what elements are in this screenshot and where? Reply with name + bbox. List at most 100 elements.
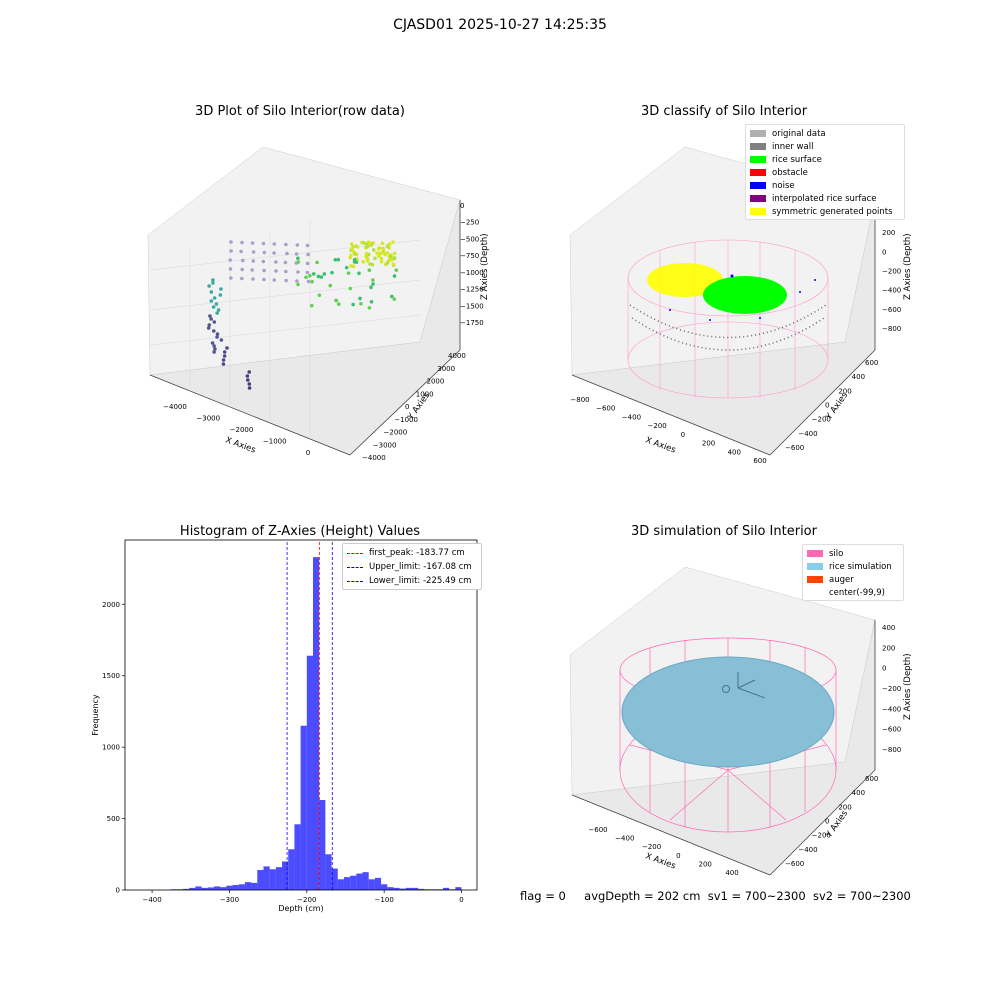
raw-point bbox=[392, 274, 397, 278]
raw-point bbox=[250, 241, 255, 245]
raw-yticks-label: −2000 bbox=[384, 429, 408, 437]
sim-yticks-label: −200 bbox=[812, 832, 831, 840]
histogram-bar bbox=[405, 887, 413, 890]
legend-swatch bbox=[750, 156, 766, 163]
raw-point bbox=[284, 269, 288, 274]
raw-point bbox=[228, 258, 233, 262]
histogram-bar bbox=[220, 887, 227, 890]
raw-x-label: X Axies bbox=[224, 435, 257, 455]
raw-axes-panes bbox=[147, 146, 461, 456]
legend-swatch bbox=[750, 130, 766, 137]
raw-point bbox=[250, 268, 254, 272]
raw-point bbox=[239, 249, 243, 254]
legend-label: Lower_limit: -225.49 cm bbox=[369, 576, 472, 586]
cls-yticks-label: −400 bbox=[798, 430, 817, 438]
legend-label: symmetric generated points bbox=[772, 206, 893, 217]
raw-point bbox=[392, 297, 397, 301]
simulation-legend: silo rice simulation auger center(-99,9) bbox=[802, 544, 904, 601]
raw-point bbox=[361, 259, 366, 264]
classify-z-label: Z Axies (Depth) bbox=[903, 233, 913, 300]
legend-entry: symmetric generated points bbox=[750, 205, 900, 218]
sim-zticks-label: 200 bbox=[882, 644, 895, 652]
raw-point bbox=[219, 338, 224, 342]
raw-point bbox=[305, 261, 310, 266]
raw-y-ticks: 4000 3000 2000 1000 0 −1000 −2000 −3000 −4000 bbox=[362, 352, 466, 462]
histogram-bar bbox=[232, 885, 239, 890]
sim-xticks-label: 400 bbox=[725, 869, 738, 877]
histogram-bar bbox=[455, 887, 462, 890]
sim-yticks-label: 0 bbox=[825, 818, 829, 826]
legend-entry: rice surface bbox=[750, 153, 900, 166]
raw-point bbox=[385, 244, 390, 249]
raw-point bbox=[215, 311, 219, 315]
histogram-bar bbox=[207, 887, 214, 890]
cls-yticks-label: 0 bbox=[825, 402, 829, 410]
legend-label: first_peak: -183.77 cm bbox=[369, 548, 465, 558]
raw-point bbox=[222, 354, 227, 358]
raw-point bbox=[367, 306, 372, 310]
cls-yticks-label: −200 bbox=[812, 416, 831, 424]
raw-point bbox=[349, 264, 353, 268]
histogram-bar bbox=[399, 888, 406, 890]
raw-zticks-label: −1000 bbox=[460, 269, 484, 277]
legend-entry: center(-99,9) bbox=[807, 586, 899, 599]
legend-label: Upper_limit: -167.08 cm bbox=[369, 562, 472, 572]
raw-point bbox=[221, 362, 226, 366]
raw-zticks-label: 0 bbox=[460, 202, 464, 210]
raw-point bbox=[251, 259, 256, 263]
raw-point bbox=[296, 256, 300, 261]
raw-point bbox=[212, 350, 216, 354]
raw-point bbox=[371, 248, 376, 252]
classify-noise-points bbox=[669, 274, 816, 321]
raw-xticks-label: 0 bbox=[306, 449, 310, 457]
raw-point bbox=[240, 258, 245, 263]
cls-zticks-label: 0 bbox=[882, 248, 886, 256]
raw-yticks-label: 4000 bbox=[448, 352, 466, 360]
raw-yticks-label: 2000 bbox=[427, 378, 445, 386]
histogram-legend-entry: first_peak: -183.77 cm bbox=[347, 546, 477, 560]
raw-point bbox=[315, 260, 319, 265]
status-footer: flag = 0 avgDepth = 202 cm sv1 = 700~230… bbox=[520, 889, 911, 903]
cls-xticks-label: 600 bbox=[753, 457, 766, 465]
histogram-bar bbox=[294, 824, 301, 890]
raw-point bbox=[222, 350, 227, 354]
raw-point bbox=[272, 251, 276, 255]
cls-zticks-label: −800 bbox=[882, 325, 901, 333]
histogram-bar bbox=[442, 887, 450, 890]
raw-point bbox=[294, 252, 299, 256]
histogram-bar bbox=[257, 870, 264, 890]
raw-zticks-label: −1750 bbox=[460, 319, 484, 327]
sim-xticks-label: 200 bbox=[699, 860, 712, 868]
raw-point bbox=[351, 302, 355, 307]
histogram-bar bbox=[282, 861, 289, 890]
raw-point bbox=[346, 271, 351, 275]
raw-point bbox=[283, 260, 288, 265]
legend-swatch bbox=[807, 550, 823, 557]
raw-point bbox=[247, 386, 252, 390]
histogram-bar bbox=[393, 887, 400, 890]
cls-xticks-label: −200 bbox=[648, 422, 667, 430]
legend-line-swatch bbox=[347, 566, 363, 568]
raw-point bbox=[251, 277, 255, 281]
histogram-bars bbox=[170, 557, 462, 890]
histogram-bar bbox=[201, 887, 208, 890]
raw-point bbox=[380, 241, 385, 246]
legend-entry: noise bbox=[750, 179, 900, 192]
sim-zticks-label: −400 bbox=[882, 705, 901, 713]
classify-symmetric-points bbox=[647, 263, 723, 297]
raw-point bbox=[296, 260, 301, 264]
raw-point bbox=[218, 293, 223, 297]
histogram-bar bbox=[269, 869, 276, 890]
raw-point bbox=[305, 270, 310, 275]
raw-point bbox=[357, 271, 361, 276]
raw-point bbox=[375, 251, 379, 255]
legend-entry: auger bbox=[807, 573, 899, 586]
raw-plot-title: 3D Plot of Silo Interior(row data) bbox=[195, 104, 405, 119]
raw-point bbox=[247, 370, 252, 374]
raw-point bbox=[246, 378, 250, 382]
simulation-rice-surface bbox=[621, 656, 835, 768]
raw-point bbox=[284, 242, 288, 247]
raw-point bbox=[245, 374, 250, 378]
